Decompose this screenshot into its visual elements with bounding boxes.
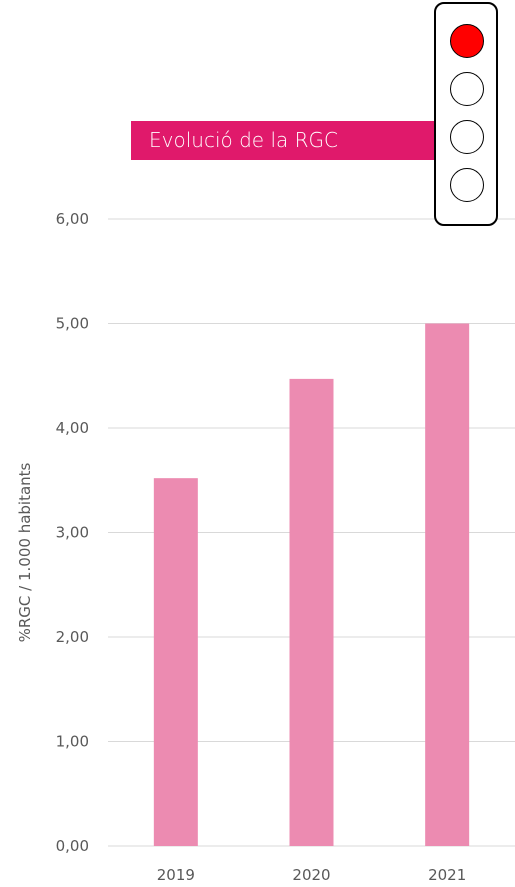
y-tick-label: 6,00 (56, 210, 89, 228)
x-tick-label: 2019 (157, 866, 195, 884)
y-tick-label: 1,00 (56, 733, 89, 751)
y-tick-label: 3,00 (56, 524, 89, 542)
traffic-light-icon (434, 2, 498, 226)
traffic-light-lamp-1 (450, 24, 484, 58)
chart-title: Evolució de la RGC (131, 121, 435, 160)
traffic-light-lamp-3 (450, 120, 484, 154)
traffic-light-lamp-4 (450, 168, 484, 202)
x-tick-label: 2020 (292, 866, 330, 884)
bar (425, 323, 470, 846)
y-tick-label: 5,00 (56, 315, 89, 333)
y-tick-label: 2,00 (56, 628, 89, 646)
y-tick-label: 0,00 (56, 837, 89, 855)
bar (289, 378, 334, 846)
y-axis-title: %RGC / 1.000 habitants (16, 462, 34, 642)
x-tick-label: 2021 (428, 866, 466, 884)
traffic-light-lamp-2 (450, 72, 484, 106)
y-tick-label: 4,00 (56, 419, 89, 437)
bar (153, 478, 198, 846)
